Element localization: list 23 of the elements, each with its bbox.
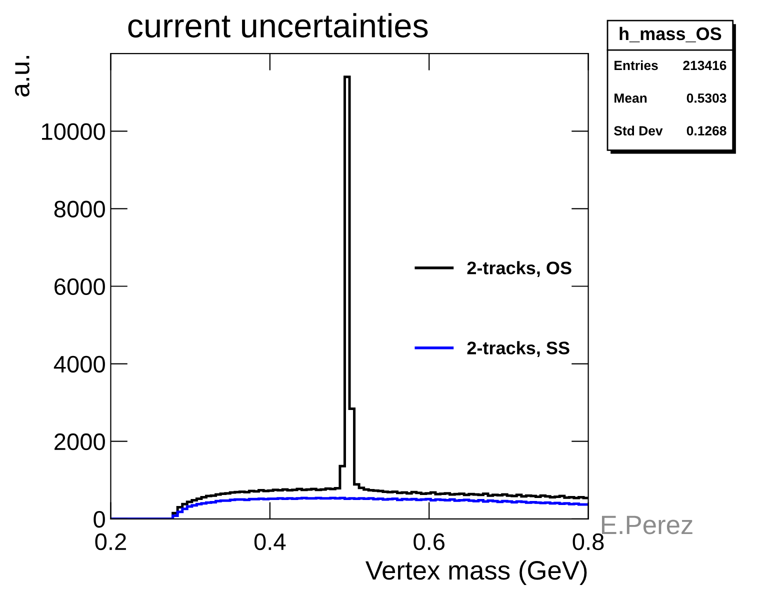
y-tick-label: 10000: [42, 123, 105, 140]
text: Entries: [614, 60, 658, 70]
y-tick-label: 6000: [54, 278, 105, 296]
y-axis-title: a.u.: [14, 56, 30, 96]
text: Mean: [614, 94, 647, 103]
y-tick-label: 8000: [54, 200, 105, 218]
text: E.Perez: [602, 516, 692, 534]
text: h_mass_OS: [620, 26, 722, 42]
legend-label: 2-tracks, OS: [467, 261, 572, 277]
x-tick-label: 0.8: [572, 533, 604, 550]
legend-label: 2-tracks, SS: [467, 341, 570, 357]
chart-title: current uncertainties: [128, 13, 428, 38]
x-tick-label: 0.6: [414, 533, 444, 550]
y-tick-label: 0: [94, 510, 105, 528]
x-axis-title: Vertex mass (GeV): [366, 560, 587, 585]
text: 0.1268: [686, 126, 726, 136]
x-tick-label: 0.2: [95, 533, 126, 550]
x-tick-label: 0.4: [254, 533, 286, 550]
y-tick-label: 2000: [54, 433, 105, 450]
text: 213416: [683, 60, 726, 70]
text: 0.5303: [686, 93, 726, 103]
text: Std Dev: [614, 126, 663, 136]
y-tick-label: 4000: [54, 356, 105, 373]
